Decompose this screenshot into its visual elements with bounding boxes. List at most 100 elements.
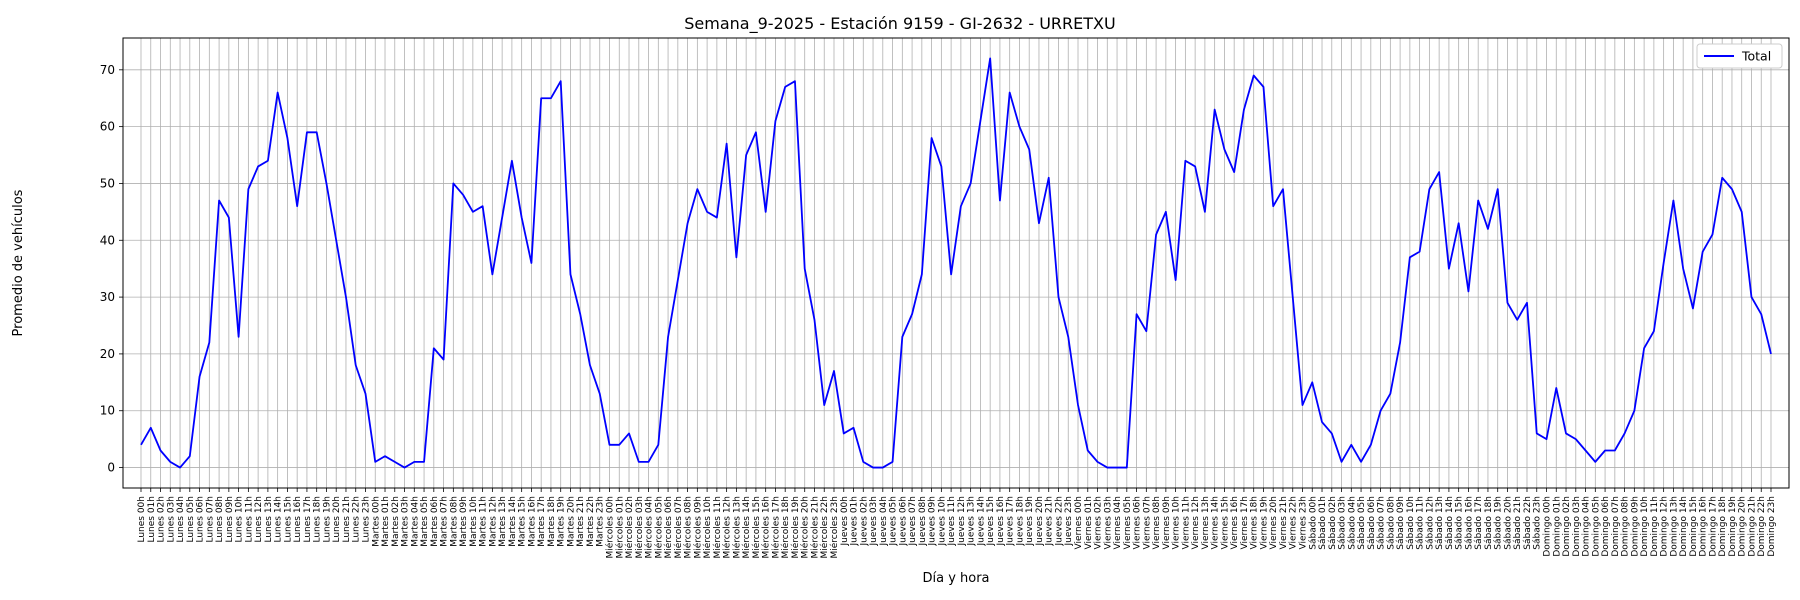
x-tick-label: Sábado 14h <box>1445 496 1455 550</box>
x-tick-label: Lunes 02h <box>157 496 167 543</box>
x-tick-label: Lunes 23h <box>361 496 371 543</box>
x-tick-label: Viernes 20h <box>1269 496 1279 550</box>
x-tick-label: Sábado 18h <box>1484 496 1494 550</box>
x-tick-label: Lunes 20h <box>332 496 342 543</box>
x-tick-label: Martes 18h <box>547 496 557 547</box>
x-tick-label: Jueves 20h <box>1035 496 1045 546</box>
x-tick-label: Domingo 12h <box>1660 496 1670 557</box>
x-tick-label: Jueves 17h <box>1006 496 1016 546</box>
x-tick-label: Viernes 22h <box>1289 496 1299 550</box>
grid-lines <box>123 38 1789 488</box>
y-axis-label: Promedio de vehículos <box>11 189 26 336</box>
x-tick-label: Jueves 02h <box>859 496 869 546</box>
x-tick-label: Domingo 03h <box>1572 496 1582 557</box>
x-tick-label: Jueves 07h <box>908 496 918 546</box>
x-tick-label: Lunes 06h <box>196 496 206 543</box>
x-tick-label: Sábado 01h <box>1318 496 1328 550</box>
x-tick-label: Sábado 04h <box>1347 496 1357 550</box>
x-tick-label: Martes 08h <box>449 496 459 547</box>
x-tick-label: Viernes 23h <box>1298 496 1308 550</box>
x-tick-label: Sábado 16h <box>1464 496 1474 550</box>
x-tick-label: Sábado 11h <box>1416 496 1426 550</box>
x-tick-label: Martes 07h <box>440 496 450 547</box>
x-tick-label: Sábado 08h <box>1386 496 1396 550</box>
x-tick-label: Jueves 11h <box>947 496 957 546</box>
x-tick-label: Sábado 20h <box>1503 496 1513 550</box>
x-tick-label: Jueves 04h <box>879 496 889 546</box>
x-tick-label: Miércoles 01h <box>614 496 625 559</box>
x-tick-label: Domingo 04h <box>1582 496 1592 557</box>
legend: Total <box>1696 43 1783 69</box>
x-tick-label: Martes 10h <box>469 496 479 547</box>
x-tick-label: Sábado 19h <box>1494 496 1504 550</box>
y-tick-label: 60 <box>100 120 115 134</box>
x-tick-label: Miércoles 12h <box>722 496 733 559</box>
x-tick-label: Sábado 15h <box>1455 496 1465 550</box>
x-tick-label: Lunes 01h <box>147 496 157 543</box>
x-tick-label: Jueves 00h <box>840 496 850 546</box>
x-tick-label: Jueves 13h <box>967 496 977 546</box>
x-tick-label: Miércoles 04h <box>644 496 655 559</box>
x-tick-label: Martes 21h <box>576 496 586 547</box>
x-tick-label: Miércoles 09h <box>692 496 703 559</box>
x-tick-label: Miércoles 11h <box>712 496 723 559</box>
x-tick-label: Sábado 07h <box>1377 496 1387 550</box>
x-axis-label: Día y hora <box>922 571 989 586</box>
x-tick-label: Sábado 12h <box>1425 496 1435 550</box>
x-tick-label: Sábado 09h <box>1396 496 1406 550</box>
y-tick-label: 0 <box>107 461 115 475</box>
chart-title: Semana_9-2025 - Estación 9159 - GI-2632 … <box>684 14 1115 34</box>
x-tick-label: Domingo 15h <box>1689 496 1699 557</box>
x-tick-label: Viernes 19h <box>1259 496 1269 550</box>
x-tick-label: Lunes 11h <box>244 496 254 543</box>
x-tick-label: Jueves 21h <box>1045 496 1055 546</box>
x-tick-label: Viernes 10h <box>1172 496 1182 550</box>
x-tick-label: Martes 15h <box>518 496 528 547</box>
x-tick-label: Lunes 22h <box>352 496 362 543</box>
x-tick-label: Miércoles 23h <box>829 496 840 559</box>
x-tick-label: Domingo 11h <box>1650 496 1660 557</box>
x-tick-label: Sábado 10h <box>1406 496 1416 550</box>
x-tick-label: Sábado 00h <box>1308 496 1318 550</box>
y-tick-label: 40 <box>100 233 115 247</box>
x-tick-label: Domingo 09h <box>1630 496 1640 557</box>
x-tick-label: Domingo 01h <box>1552 496 1562 557</box>
x-tick-label: Martes 09h <box>459 496 469 547</box>
x-tick-label: Lunes 05h <box>186 496 196 543</box>
x-tick-label: Domingo 17h <box>1708 496 1718 557</box>
y-tick-label: 70 <box>100 63 115 77</box>
x-tick-label: Miércoles 02h <box>624 496 635 559</box>
x-tick-label: Viernes 16h <box>1230 496 1240 550</box>
x-tick-label: Domingo 18h <box>1718 496 1728 557</box>
x-tick-label: Viernes 01h <box>1084 496 1094 550</box>
series-line-total <box>140 57 1772 469</box>
x-tick-label: Martes 19h <box>557 496 567 547</box>
x-tick-label: Sábado 02h <box>1328 496 1338 550</box>
x-tick-label: Miércoles 21h <box>809 496 820 559</box>
x-tick-label: Martes 14h <box>508 496 518 547</box>
legend-box <box>1696 43 1783 69</box>
x-tick-label: Viernes 15h <box>1220 496 1230 550</box>
x-tick-label: Miércoles 17h <box>770 496 781 559</box>
x-tick-label: Martes 11h <box>479 496 489 547</box>
x-tick-label: Domingo 20h <box>1738 496 1748 557</box>
x-tick-label: Viernes 04h <box>1113 496 1123 550</box>
legend-label: Total <box>1741 49 1771 64</box>
x-tick-label: Sábado 06h <box>1367 496 1377 550</box>
x-tick-label: Domingo 05h <box>1591 496 1601 557</box>
x-tick-label: Miércoles 00h <box>605 496 616 559</box>
x-tick-label: Martes 04h <box>410 496 420 547</box>
x-tick-label: Viernes 03h <box>1103 496 1113 550</box>
x-tick-label: Viernes 00h <box>1074 496 1084 550</box>
x-tick-label: Martes 00h <box>371 496 381 547</box>
x-tick-label: Martes 06h <box>430 496 440 547</box>
x-tick-label: Domingo 22h <box>1757 496 1767 557</box>
x-tick-label: Jueves 08h <box>918 496 928 546</box>
x-tick-label: Lunes 09h <box>225 496 235 543</box>
x-tick-label: Jueves 05h <box>889 496 899 546</box>
x-tick-label: Miércoles 18h <box>780 496 791 559</box>
x-tick-label: Viernes 07h <box>1142 496 1152 550</box>
x-tick-label: Viernes 06h <box>1133 496 1143 550</box>
x-tick-label: Martes 05h <box>420 496 430 547</box>
